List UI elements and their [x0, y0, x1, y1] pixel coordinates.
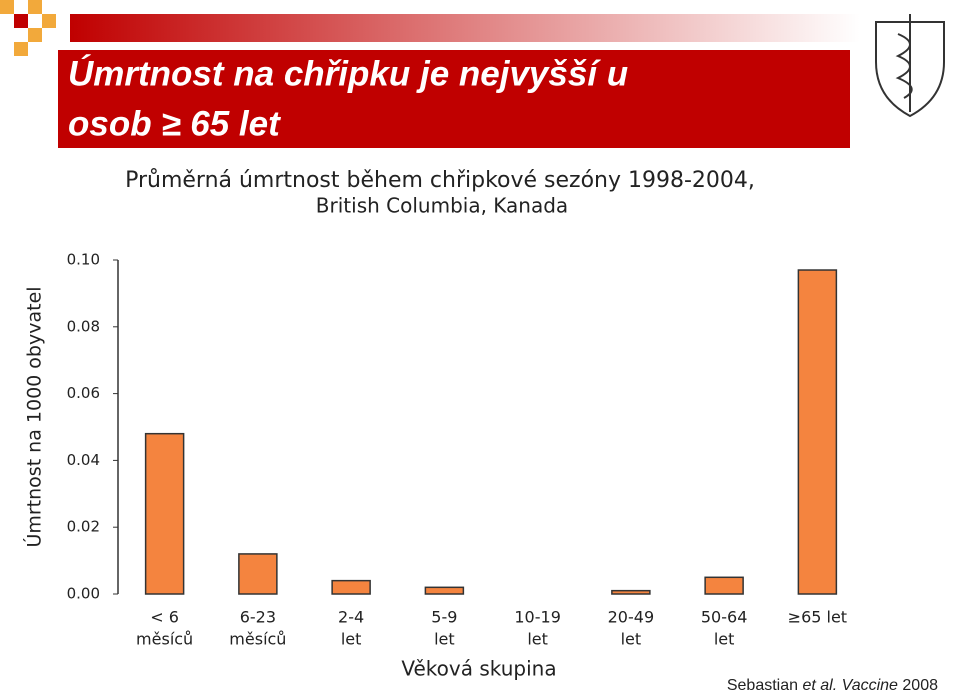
x-tick-label: měsíců [229, 630, 286, 649]
y-tick-label: 0.08 [67, 317, 100, 335]
x-tick-label: 50-64 [701, 608, 748, 627]
x-tick-label: let [341, 630, 362, 649]
title-line: osob ≥ 65 let [68, 104, 281, 143]
y-tick-label: 0.00 [67, 585, 100, 603]
logo [875, 14, 945, 118]
source: Sebastian et al. Vaccine 2008 [727, 677, 938, 694]
subtitle-line: Průměrná úmrtnost během chřipkové sezóny… [125, 168, 755, 193]
y-tick-label: 0.06 [67, 384, 100, 402]
bar [144, 432, 185, 595]
x-tick-label: 10-19 [514, 608, 561, 627]
x-tick-label: měsíců [136, 630, 193, 649]
y-axis-title: Úmrtnost na 1000 obyvatel [22, 286, 46, 547]
x-tick-label: let [434, 630, 455, 649]
source-journal: et al. Vaccine [802, 677, 898, 694]
x-tick-label: let [714, 630, 735, 649]
source-author: Sebastian [727, 677, 798, 694]
x-axis-title: Věková skupina [401, 657, 556, 681]
title-line: Úmrtnost na chřipku je nejvyšší u [68, 53, 628, 93]
x-tick-label: < 6 [150, 608, 179, 627]
bar [424, 586, 465, 595]
x-tick-label: let [621, 630, 642, 649]
y-tick-label: 0.02 [67, 518, 100, 536]
bar [331, 579, 371, 595]
x-tick-label: let [527, 630, 548, 649]
source-year: 2008 [902, 677, 938, 694]
bar [704, 576, 744, 595]
x-tick-label: 6-23 [240, 608, 276, 627]
bar [238, 553, 278, 595]
x-tick-label: ≥65 let [788, 608, 847, 627]
y-tick-label: 0.10 [67, 251, 100, 269]
x-tick-label: 5-9 [431, 608, 457, 627]
bar [611, 589, 651, 595]
bar [797, 269, 838, 595]
y-tick-label: 0.04 [67, 451, 100, 469]
x-tick-label: 2-4 [338, 608, 364, 627]
x-tick-label: 20-49 [608, 608, 655, 627]
decoration [0, 0, 860, 148]
subtitle-line: British Columbia, Kanada [316, 194, 568, 218]
